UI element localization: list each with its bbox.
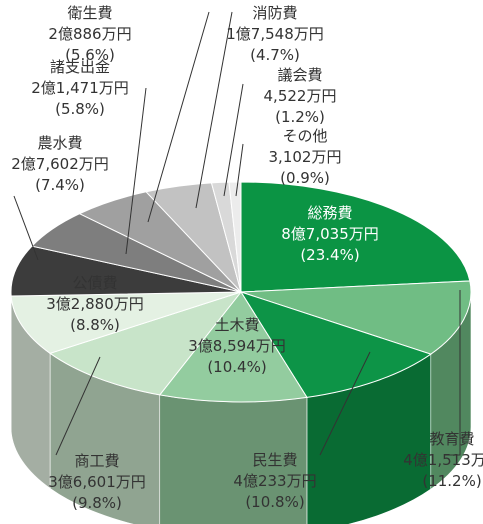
pie-slice-土木費	[158, 291, 308, 403]
pie-slice-その他	[228, 181, 242, 293]
leader-line-その他	[235, 143, 244, 197]
slice-label-percent-label: (0.9%)	[280, 169, 330, 187]
slice-label-amount-label: 4億1,513万円	[403, 451, 483, 469]
slice-label-amount-label: 2億1,471万円	[31, 79, 129, 97]
leader-line-議会費	[223, 83, 244, 197]
slice-labels: 総務費 8億7,035万円 (23.4%) 教育費 4億1,513万円 (11.2%) 民生…	[11, 4, 483, 512]
slice-label-amount-label: 2億886万円	[48, 25, 131, 43]
slice-label-name: 商工費	[74, 452, 119, 470]
slice-label-name: 衛生費	[67, 4, 112, 22]
slice-label-name: 教育費	[429, 430, 474, 448]
slice-label-name: 農水費	[37, 134, 82, 152]
pie-slice-商工費	[48, 291, 243, 396]
slice-label-amount-label: 3,102万円	[269, 148, 342, 166]
slice-label-name: その他	[282, 127, 327, 145]
slice-label-percent-label: (10.4%)	[207, 358, 266, 376]
slice-label-percent-label: (5.6%)	[65, 46, 115, 64]
slice-label-name: 議会費	[277, 66, 322, 84]
slice-label-percent-label: (1.2%)	[275, 108, 325, 126]
leader-line-衛生費	[147, 11, 210, 223]
pie-slice-教育費	[240, 280, 472, 355]
slice-label-percent-label: (23.4%)	[300, 246, 359, 264]
slice-label-amount-label: 3億8,594万円	[188, 337, 286, 355]
pie-slice-民生費	[239, 291, 432, 398]
pie-top-faces	[10, 181, 472, 403]
pie-slice-農水費	[10, 245, 242, 297]
slice-label-amount-label: 3億6,601万円	[48, 473, 146, 491]
slice-label-amount-label: 1億7,548万円	[226, 25, 324, 43]
slice-label-percent-label: (5.8%)	[55, 100, 105, 118]
pie-side-walls	[10, 291, 472, 524]
pie-slice-公債費	[10, 291, 242, 354]
slice-label-amount-label: 8億7,035万円	[281, 225, 379, 243]
slice-label-percent-label: (8.8%)	[70, 316, 120, 334]
leader-line-諸支出金	[125, 87, 147, 255]
slice-label-name: 諸支出金	[50, 58, 110, 76]
slice-label-name: 総務費	[307, 204, 352, 222]
leader-line-民生費	[319, 351, 371, 456]
pie-slice-総務費	[240, 181, 471, 293]
slice-label-percent-label: (10.8%)	[245, 493, 304, 511]
slice-label-name: 公債費	[72, 274, 117, 292]
slice-label-percent-label: (4.7%)	[250, 46, 300, 64]
slice-label-name: 土木費	[214, 316, 259, 334]
slice-label-percent-label: (9.8%)	[72, 494, 122, 512]
leader-line-教育費	[445, 290, 461, 456]
leader-line-農水費	[13, 195, 39, 261]
slice-label-percent-label: (7.4%)	[35, 176, 85, 194]
slice-label-amount-label: 4億233万円	[233, 472, 316, 490]
slice-label-name: 民生費	[252, 451, 297, 469]
slice-label-amount-label: 3億2,880万円	[46, 295, 144, 313]
leader-line-消防費	[195, 11, 233, 209]
slice-label-amount-label: 4,522万円	[264, 87, 337, 105]
slice-label-percent-label: (11.2%)	[422, 472, 481, 490]
leader-line-商工費	[55, 356, 101, 456]
slice-label-name: 消防費	[252, 4, 297, 22]
slice-label-amount-label: 2億7,602万円	[11, 155, 109, 173]
leader-lines	[13, 11, 461, 456]
